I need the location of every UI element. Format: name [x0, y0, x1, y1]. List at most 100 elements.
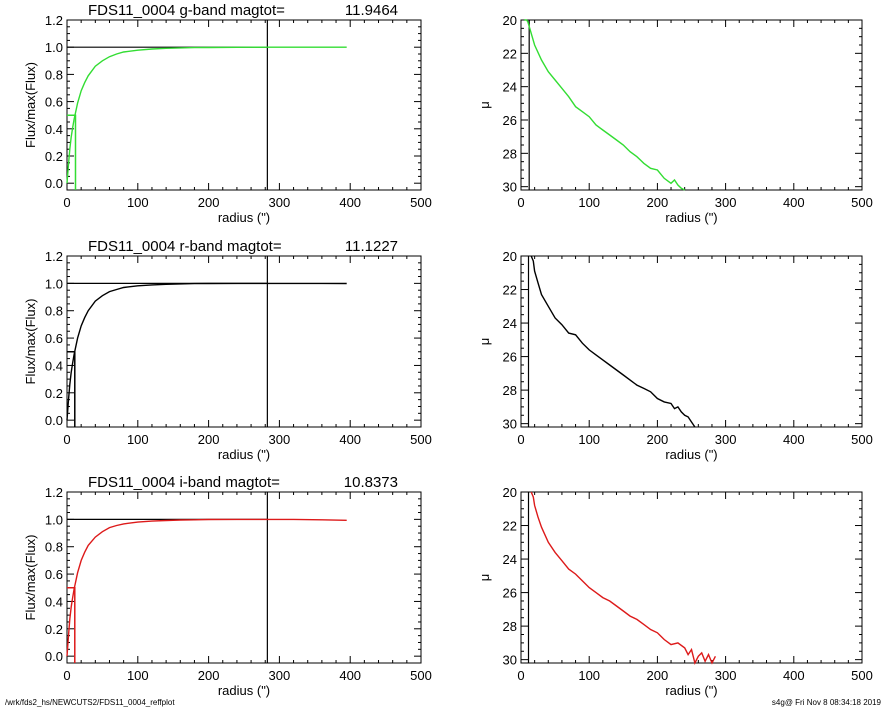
profile-curve-i	[66, 518, 347, 657]
x-tick-label: 0	[63, 432, 70, 447]
profile-curve-r	[66, 282, 347, 421]
y-tick-label: 1.0	[45, 512, 63, 527]
y-tick-label: 30	[503, 653, 517, 668]
profile-curve-i	[530, 491, 717, 665]
x-tick-label: 200	[647, 195, 669, 210]
plot-frame	[520, 255, 863, 428]
x-tick-label: 100	[127, 432, 149, 447]
x-axis-label: radius (")	[665, 210, 717, 225]
y-tick-label: 0.0	[45, 176, 63, 191]
y-tick-label: 1.2	[45, 249, 63, 264]
y-tick-label: 24	[503, 80, 517, 95]
x-tick-label: 300	[715, 432, 737, 447]
x-tick-label: 300	[715, 195, 737, 210]
x-axis-label: radius (")	[665, 683, 717, 698]
y-tick-label: 0.6	[45, 567, 63, 582]
y-tick-label: 28	[503, 146, 517, 161]
plot-frame	[520, 491, 863, 664]
plot-frame	[520, 19, 863, 191]
y-tick-label: 22	[503, 519, 517, 534]
y-tick-label: 22	[503, 283, 517, 298]
x-tick-label: 300	[269, 668, 291, 683]
x-tick-label: 500	[851, 668, 873, 683]
half-light-marker	[67, 587, 76, 663]
y-axis-label: Flux/max(Flux)	[23, 535, 38, 621]
x-axis-label: radius (")	[218, 447, 270, 462]
x-tick-label: 200	[647, 668, 669, 683]
y-tick-label: 30	[503, 180, 517, 195]
y-tick-label: 20	[503, 13, 517, 28]
y-tick-label: 30	[503, 417, 517, 432]
plot-frame	[66, 255, 422, 428]
y-tick-label: 22	[503, 46, 517, 61]
y-tick-label: 0.0	[45, 413, 63, 428]
y-tick-label: 0.8	[45, 67, 63, 82]
y-tick-label: 0.2	[45, 622, 63, 637]
y-tick-label: 24	[503, 316, 517, 331]
y-tick-label: 26	[503, 586, 517, 601]
y-tick-label: 1.2	[45, 13, 63, 28]
plot-frame	[66, 491, 422, 664]
chart-title: FDS11_0004 g-band magtot=	[88, 2, 285, 19]
chart-panel-3: 0 100 200 300 400 500 0.0 0.2 0.4 0.6 0.8 1.0 1.2 rad…	[23, 238, 432, 462]
chart-title-magtot: 11.1227	[345, 238, 398, 255]
y-tick-label: 26	[503, 350, 517, 365]
x-tick-label: 100	[578, 668, 600, 683]
chart-title-magtot: 10.8373	[344, 474, 398, 491]
x-tick-label: 200	[647, 432, 669, 447]
x-axis-label: radius (")	[218, 683, 270, 698]
chart-panel-1: 0 100 200 300 400 500 0.0 0.2 0.4 0.6 0.8 1.0 1.2 rad…	[23, 2, 432, 225]
x-tick-label: 500	[851, 432, 873, 447]
x-tick-label: 400	[783, 432, 805, 447]
y-tick-label: 28	[503, 383, 517, 398]
x-tick-label: 0	[517, 668, 524, 683]
x-tick-label: 300	[269, 432, 291, 447]
y-axis-label: Flux/max(Flux)	[23, 299, 38, 385]
x-tick-label: 0	[63, 668, 70, 683]
y-tick-label: 0.2	[45, 386, 63, 401]
y-tick-label: 26	[503, 113, 517, 128]
y-tick-label: 28	[503, 619, 517, 634]
y-tick-label: 0.4	[45, 594, 63, 609]
half-light-marker	[67, 351, 76, 427]
x-tick-label: 0	[63, 195, 70, 210]
x-tick-label: 200	[198, 432, 220, 447]
y-tick-label: 1.0	[45, 276, 63, 291]
footer-timestamp: s4g@ Fri Nov 8 08:34:18 2019	[771, 698, 881, 707]
x-axis-label: radius (")	[218, 210, 270, 225]
x-tick-label: 0	[517, 195, 524, 210]
profile-curve-r	[530, 255, 696, 428]
y-tick-label: 1.0	[45, 40, 63, 55]
y-tick-label: 1.2	[45, 485, 63, 500]
half-light-marker	[67, 114, 77, 190]
x-tick-label: 100	[578, 432, 600, 447]
x-axis-label: radius (")	[665, 447, 717, 462]
profile-curve-g	[66, 46, 347, 184]
x-tick-label: 400	[783, 195, 805, 210]
y-tick-label: 0.2	[45, 149, 63, 164]
x-tick-label: 200	[198, 668, 220, 683]
chart-title-magtot: 11.9464	[345, 2, 398, 19]
x-tick-label: 500	[410, 195, 432, 210]
footer-file-path: /wrk/fds2_hs/NEWCUTS2/FDS11_0004_reffplo…	[5, 698, 175, 707]
plot-frame	[66, 19, 422, 191]
y-tick-label: 20	[503, 249, 517, 264]
x-tick-label: 100	[127, 668, 149, 683]
x-tick-label: 400	[783, 668, 805, 683]
y-axis-label: μ	[477, 101, 492, 109]
y-tick-label: 0.0	[45, 649, 63, 664]
y-tick-label: 0.4	[45, 122, 63, 137]
chart-title: FDS11_0004 i-band magtot=	[88, 474, 280, 491]
x-tick-label: 400	[339, 195, 361, 210]
y-tick-label: 0.6	[45, 95, 63, 110]
chart-panel-2: 0 100 200 300 400 500 20 22 24 26 28 30 radius (") μ	[477, 13, 873, 225]
y-tick-label: 24	[503, 552, 517, 567]
y-axis-label: μ	[477, 338, 492, 346]
x-tick-label: 400	[339, 432, 361, 447]
y-axis-label: μ	[477, 574, 492, 582]
x-tick-label: 300	[269, 195, 291, 210]
x-tick-label: 200	[198, 195, 220, 210]
y-tick-label: 0.4	[45, 358, 63, 373]
x-tick-label: 100	[127, 195, 149, 210]
